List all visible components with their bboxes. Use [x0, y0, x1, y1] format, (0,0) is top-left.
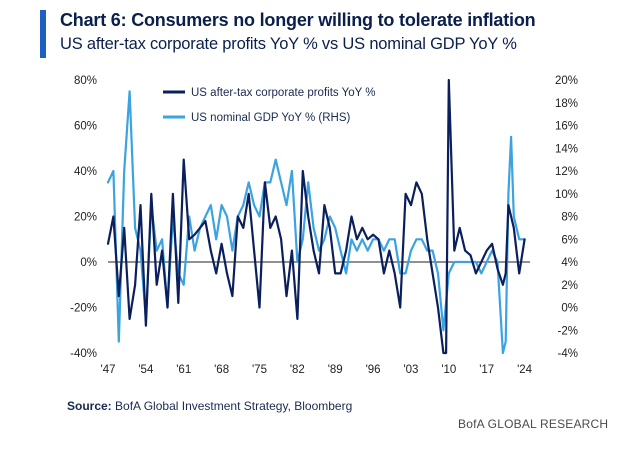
y-left-tick-label: 60% — [74, 121, 97, 133]
x-tick-label: '24 — [517, 364, 533, 376]
source-label: Source: — [67, 399, 112, 413]
legend-label: US nominal GDP YoY % (RHS) — [191, 112, 351, 124]
y-right-tick-label: 0% — [561, 303, 578, 315]
series-line-corporate-profits — [106, 78, 526, 355]
chart-title: Chart 6: Consumers no longer willing to … — [60, 10, 536, 30]
y-right-tick-label: 16% — [555, 121, 578, 133]
y-right-tick-label: 18% — [555, 98, 578, 110]
y-right-tick-label: 20% — [555, 75, 578, 87]
y-right-tick-label: 6% — [561, 234, 578, 246]
x-tick-label: '54 — [138, 364, 154, 376]
x-tick-label: '03 — [403, 364, 418, 376]
legend-label: US after-tax corporate profits YoY % — [191, 87, 376, 99]
y-right-tick-label: 2% — [561, 280, 578, 292]
y-left-tick-label: 40% — [74, 166, 97, 178]
chart-subtitle: US after-tax corporate profits YoY % vs … — [60, 35, 517, 53]
x-tick-label: '68 — [214, 364, 229, 376]
x-tick-label: '47 — [101, 364, 116, 376]
y-left-tick-label: -40% — [70, 348, 97, 360]
y-left-tick-label: 80% — [74, 75, 97, 87]
y-left-tick-label: 0% — [80, 257, 97, 269]
x-tick-label: '89 — [328, 364, 343, 376]
x-tick-label: '75 — [252, 364, 267, 376]
y-left-tick-label: -20% — [70, 303, 97, 315]
x-tick-label: '82 — [290, 364, 305, 376]
x-tick-label: '61 — [176, 364, 191, 376]
title-accent-bar — [40, 10, 46, 58]
y-right-tick-label: -4% — [558, 348, 578, 360]
y-right-tick-label: 12% — [555, 166, 578, 178]
y-right-tick-label: 8% — [561, 212, 578, 224]
source-note: Source: BofA Global Investment Strategy,… — [67, 399, 352, 413]
y-left-tick-label: 20% — [74, 212, 97, 224]
brand-mark: BofA GLOBAL RESEARCH — [458, 417, 609, 431]
y-right-tick-label: 14% — [555, 143, 578, 155]
y-right-tick-label: 10% — [555, 189, 578, 201]
y-right-tick-label: 4% — [561, 257, 578, 269]
y-right-tick-label: -2% — [558, 325, 578, 337]
x-tick-label: '17 — [479, 364, 494, 376]
x-tick-label: '10 — [441, 364, 456, 376]
source-text: BofA Global Investment Strategy, Bloombe… — [115, 399, 353, 413]
x-tick-label: '96 — [366, 364, 381, 376]
